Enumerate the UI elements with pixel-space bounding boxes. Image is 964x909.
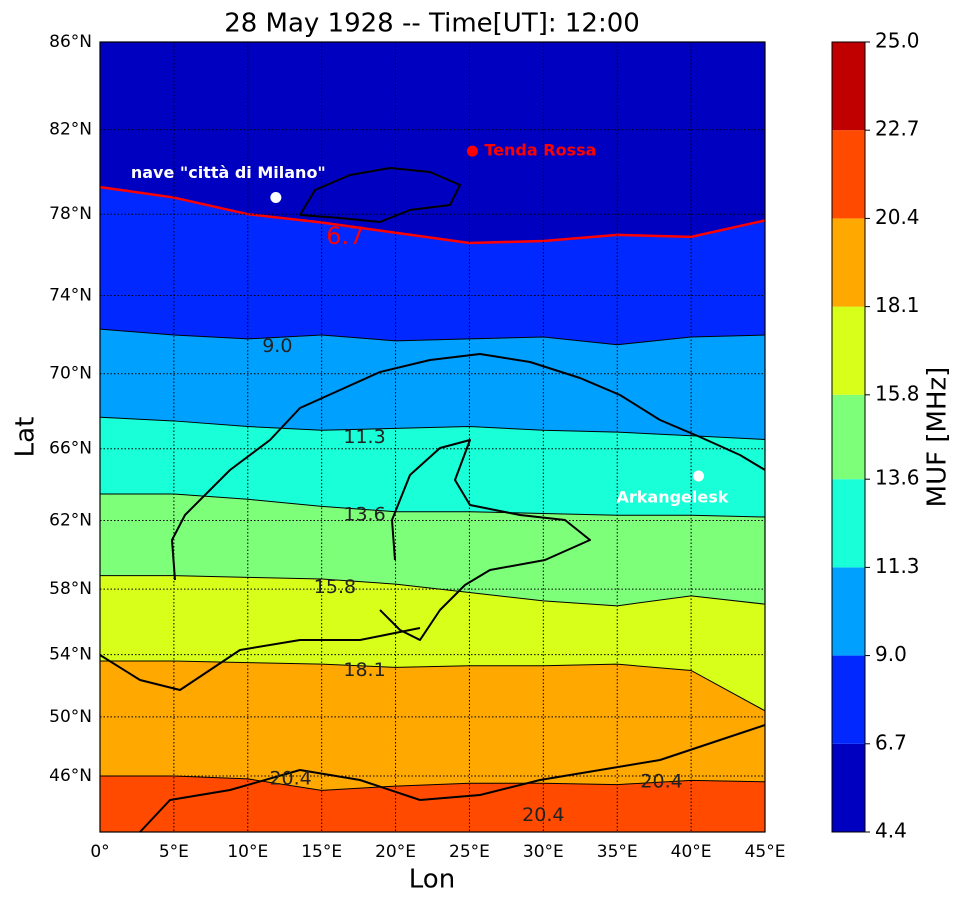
contour-line [100,493,766,518]
contour-line [100,575,766,607]
coastline [379,439,591,641]
x-tick-label: 20°E [375,842,416,862]
y-tick-label: 58°N [49,579,92,599]
x-tick-label: 45°E [745,842,786,862]
colorbar-tick-label: 25.0 [875,29,920,53]
contour-label: 15.8 [314,576,356,598]
contour-label: 20.4 [640,770,682,792]
x-tick-label: 30°E [523,842,564,862]
colorbar-tick-label: 6.7 [875,730,907,754]
y-tick-label: 74°N [49,286,92,306]
location-label: Tenda Rossa [484,141,596,160]
colorbar-segment [832,42,865,131]
y-axis-label: Lat [11,417,41,458]
colorbar-segment [832,479,865,568]
x-tick-label: 25°E [449,842,490,862]
y-tick-label: 46°N [49,766,92,786]
colorbar-segment [832,218,865,307]
colorbar-segment [832,655,865,744]
location-marker [466,145,478,157]
contour-line [100,775,766,791]
x-tick-label: 40°E [671,842,712,862]
contour-label: 18.1 [343,659,385,681]
location-marker [693,470,704,482]
location-marker [270,192,282,204]
colorbar-segment [832,306,865,395]
coastline [139,724,766,833]
colorbar-tick-label: 20.4 [875,205,920,229]
contour-line [99,328,766,346]
plot-frame [99,41,766,833]
y-tick-label: 62°N [49,511,92,531]
contour-band [100,776,765,832]
y-tick-label: 78°N [49,204,92,224]
colorbar-segment [832,130,865,219]
contour-line [99,416,766,440]
x-tick-label: 0° [90,842,109,862]
contour-label: 13.6 [343,504,385,526]
contour-line [99,185,766,245]
contour-label: 6.7 [326,222,364,250]
contour-label: 9.0 [262,335,292,357]
colorbar-label: MUF [MHz] [923,367,953,508]
colorbar-segment [832,567,865,656]
contour-label: 20.4 [269,767,311,789]
colorbar-tick-label: 4.4 [875,819,907,843]
chart-title: 28 May 1928 -- Time[UT]: 12:00 [224,9,640,39]
coastline [299,167,461,223]
contour-line [100,660,766,712]
y-tick-label: 54°N [49,645,92,665]
y-tick-label: 82°N [49,120,92,140]
contour-label: 11.3 [343,426,385,448]
colorbar-frame [831,41,866,833]
coastline [99,627,421,691]
location-label: nave "città di Milano" [131,163,326,182]
y-tick-label: 50°N [49,707,92,727]
x-tick-label: 15°E [301,842,342,862]
colorbar-tick-label: 13.6 [875,466,920,490]
contour-label: 20.4 [522,804,564,826]
colorbar-tick-label: 9.0 [875,642,907,666]
coastlines [99,167,766,833]
colorbar-tick-label: 15.8 [875,381,920,405]
x-tick-label: 10°E [227,842,268,862]
x-tick-label: 35°E [597,842,638,862]
x-axis-label: Lon [409,865,455,895]
colorbar-tick-label: 18.1 [875,293,920,317]
colorbar-segment [832,394,865,480]
x-tick-label: 5°E [159,842,189,862]
y-tick-label: 66°N [49,439,92,459]
y-tick-label: 70°N [49,364,92,384]
location-label: Arkangelesk [617,487,729,506]
y-tick-label: 86°N [49,32,92,52]
colorbar-segment [832,743,865,832]
coastline [171,353,766,581]
colorbar-tick-label: 11.3 [875,554,920,578]
colorbar-tick-label: 22.7 [875,117,920,141]
